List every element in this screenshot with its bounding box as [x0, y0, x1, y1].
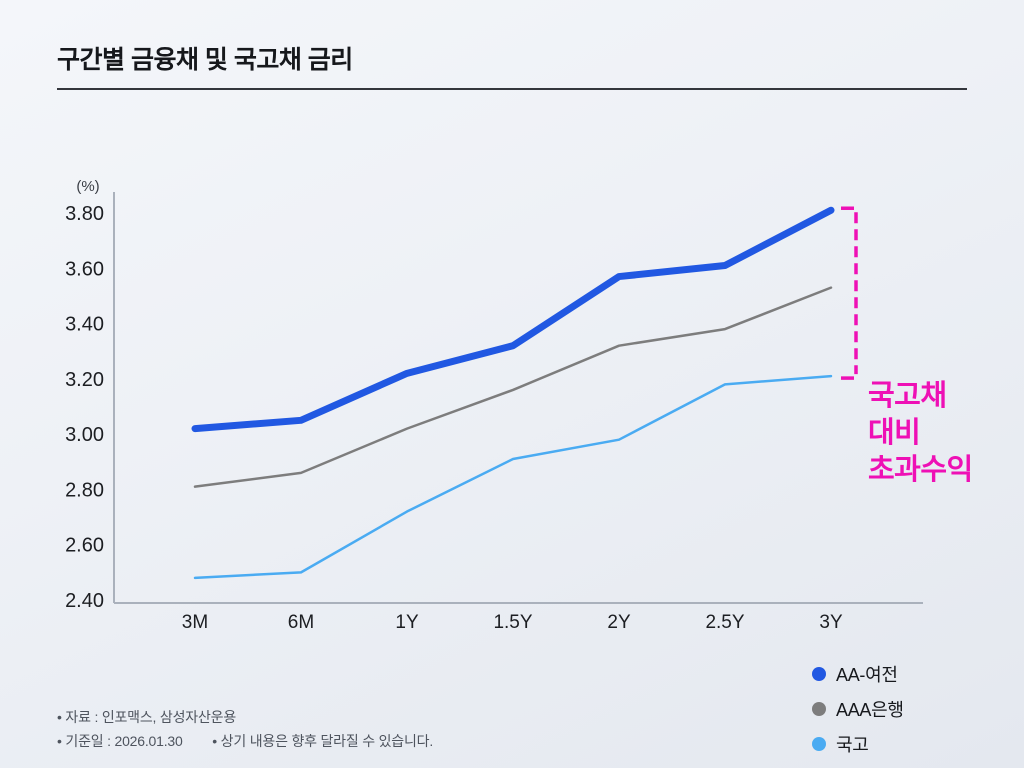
y-tick-label: 2.60 [65, 535, 104, 557]
series-line-2 [193, 374, 833, 580]
legend-dot-icon [812, 667, 826, 681]
y-tick-label: 3.80 [65, 203, 104, 225]
x-tick-label: 2Y [607, 612, 631, 630]
x-tick-label: 1Y [395, 612, 419, 630]
x-tick-label: 6M [288, 612, 314, 630]
footer-notes: • 자료 : 인포맥스, 삼성자산운용 • 기준일 : 2026.01.30 •… [57, 705, 433, 753]
x-tick-label: 3M [182, 612, 208, 630]
series-line-1 [193, 286, 833, 488]
legend-item-govt: 국고 [812, 731, 904, 757]
y-axis-unit-label: (%) [76, 178, 99, 195]
y-tick-label: 2.80 [65, 479, 104, 501]
x-tick-label: 1.5Y [493, 612, 532, 630]
footnote-source: • 자료 : 인포맥스, 삼성자산운용 [57, 709, 236, 725]
y-tick-label: 3.20 [65, 369, 104, 391]
y-tick-label: 3.60 [65, 258, 104, 280]
legend-label: AA-여전 [836, 665, 898, 685]
chart-legend: AA-여전 AAA은행 국고 [812, 661, 904, 757]
legend-label: 국고 [836, 735, 869, 755]
excess-return-annotation: 국고채 대비 초과수익 [868, 380, 973, 486]
y-tick-label: 2.40 [65, 590, 104, 612]
y-tick-label: 3.00 [65, 424, 104, 446]
footnote-line2: • 기준일 : 2026.01.30 • 상기 내용은 향후 달라질 수 있습니… [57, 729, 433, 753]
x-tick-label: 2.5Y [705, 612, 744, 630]
footnote-disclaimer: • 상기 내용은 향후 달라질 수 있습니다. [212, 733, 434, 749]
page-title: 구간별 금융채 및 국고채 금리 [57, 46, 353, 74]
y-tick-label: 3.40 [65, 314, 104, 336]
legend-item-aa: AA-여전 [812, 661, 904, 687]
legend-item-aaa: AAA은행 [812, 696, 904, 722]
series-line-0 [191, 206, 835, 433]
footnote-base-date: • 기준일 : 2026.01.30 [57, 733, 183, 749]
title-underline [57, 88, 967, 90]
legend-dot-icon [812, 737, 826, 751]
legend-label: AAA은행 [836, 700, 904, 720]
chart-plot-area: (%) 3.80 3.60 3.40 3.20 3.00 2.80 2.60 2.40 3M 6M 1… [65, 178, 923, 630]
legend-dot-icon [812, 702, 826, 716]
line-chart: (%) 3.80 3.60 3.40 3.20 3.00 2.80 2.60 2.40 3M 6M 1… [0, 150, 1024, 755]
x-tick-label: 3Y [819, 612, 843, 630]
